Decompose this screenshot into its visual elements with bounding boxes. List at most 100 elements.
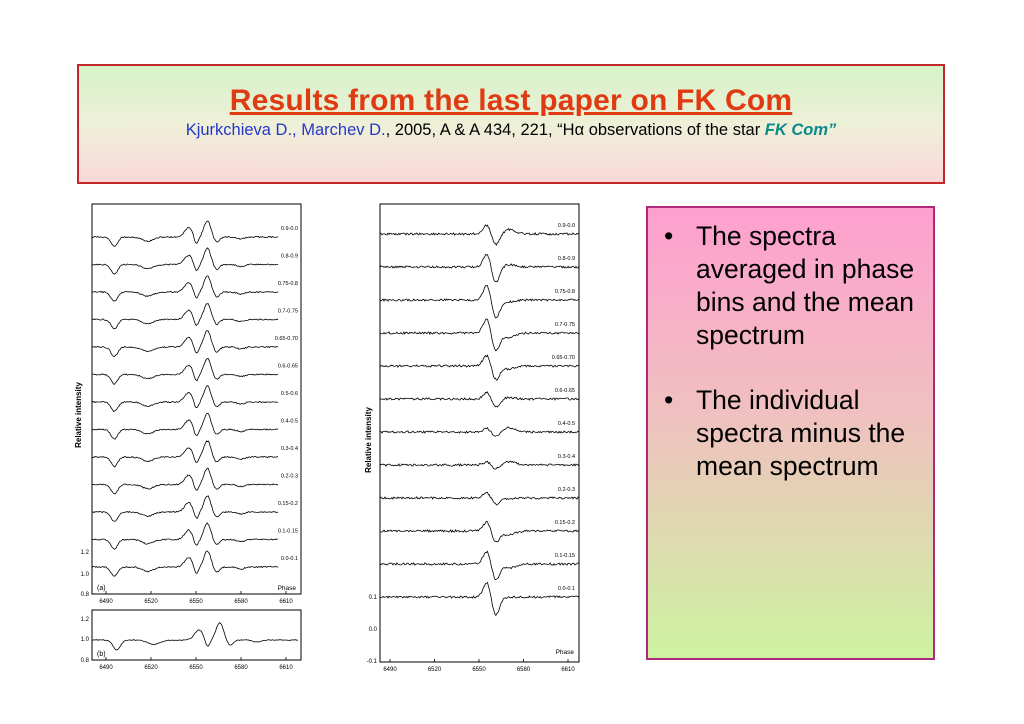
spectrum-line: [91, 413, 279, 440]
phase-label: 0.6-0.65: [555, 388, 575, 394]
x-tick-label: 6520: [428, 667, 442, 673]
left-xticks-a: 6490 6520 6550 6580 6610: [99, 591, 293, 605]
right-ylabel: Relative intensity: [364, 407, 373, 473]
phase-label: 0.5-0.6: [281, 391, 298, 397]
x-tick-label: 6580: [517, 667, 531, 673]
phase-label: 0.2-0.3: [558, 487, 575, 493]
right-yticks-2: 0.0: [369, 627, 378, 633]
residual-line: [379, 520, 580, 543]
spectrum-line: [92, 495, 279, 522]
spectrum-line: [92, 303, 279, 330]
phase-label: 0.65-0.70: [275, 336, 298, 342]
left-panel-a-frame: [91, 203, 302, 595]
left-yticks-a-1: 1.2: [81, 550, 90, 556]
x-tick-label: 6550: [189, 599, 203, 605]
residual-line: [379, 491, 580, 506]
x-tick-label: 6610: [279, 599, 293, 605]
phase-label: 0.4-0.5: [558, 421, 575, 427]
bullet-text: The spectra averaged in phase bins and t…: [696, 221, 915, 350]
bullet-dot: •: [664, 221, 674, 251]
slide-title: Results from the last paper on FK Com: [229, 84, 793, 117]
left-phase-labels: 0.9-0.0 0.8-0.9 0.75-0.8 0.7-0.75 0.65-0.70 0…: [275, 226, 298, 562]
left-yticks-b-1: 1.2: [81, 617, 90, 623]
left-xticks-b: 6490 6520 6550 6580 6610: [99, 657, 293, 671]
bullet-box: • The spectra averaged in phase bins and …: [646, 206, 935, 660]
phase-label: 0.6-0.65: [278, 364, 298, 370]
left-panel-b-label: (b): [97, 651, 106, 658]
phase-label: 0.4-0.5: [281, 419, 298, 425]
phase-label: 0.7-0.75: [278, 309, 298, 315]
citation-authors: Kjurkchieva D., Marchev D.: [185, 121, 386, 139]
phase-label: 0.0-0.1: [558, 586, 575, 592]
phase-label: 0.75-0.8: [278, 281, 298, 287]
x-tick-label: 6490: [383, 667, 397, 673]
spectrum-line: [91, 440, 278, 468]
citation-object: FK Com”: [764, 121, 837, 139]
x-tick-label: 6610: [561, 667, 575, 673]
residual-line: [379, 426, 579, 437]
residual-line: [379, 581, 580, 616]
right-yticks-3: -0.1: [367, 659, 378, 665]
phase-label: 0.0-0.1: [281, 556, 298, 562]
spectrum-line: [91, 384, 279, 413]
spectrum-line: [91, 358, 279, 385]
phase-label: 0.1-0.15: [278, 529, 298, 535]
right-xlabel: Phase: [556, 649, 575, 656]
spectrum-line: [91, 247, 279, 275]
spectrum-line: [91, 275, 279, 302]
x-tick-label: 6520: [144, 599, 158, 605]
phase-label: 0.3-0.4: [558, 454, 575, 460]
residual-line: [379, 318, 580, 352]
residual-line: [379, 460, 580, 470]
right-xticks: 6490 6520 6550 6580 6610: [383, 659, 575, 673]
spectrum-line: [91, 220, 279, 247]
residual-line: [379, 253, 580, 283]
left-xlabel: Phase: [278, 585, 297, 592]
residual-line: [379, 285, 580, 319]
left-panel-b-trace: [91, 622, 299, 651]
phase-label: 0.15-0.2: [278, 501, 298, 507]
citation-text: , 2005, A & A 434, 221, “Hα observations…: [385, 121, 765, 139]
bullet-item: • The individual spectra minus the mean s…: [660, 384, 923, 483]
title-box: Results from the last paper on FK Com Kj…: [77, 64, 945, 184]
spectrum-line: [91, 330, 279, 358]
left-yticks-b-3: 0.8: [81, 658, 90, 664]
x-tick-label: 6490: [99, 665, 113, 671]
left-panel-a-traces: [91, 220, 279, 577]
phase-label: 0.2-0.3: [281, 474, 298, 480]
spectrum-line: [91, 467, 279, 495]
phase-label: 0.9-0.0: [558, 223, 575, 229]
phase-label: 0.65-0.70: [552, 355, 575, 361]
bullet-item: • The spectra averaged in phase bins and …: [660, 220, 923, 352]
phase-label: 0.15-0.2: [555, 520, 575, 526]
left-panel-a-label: (a): [97, 585, 106, 592]
x-tick-label: 6550: [189, 665, 203, 671]
phase-label: 0.75-0.8: [555, 289, 575, 295]
x-tick-label: 6580: [234, 599, 248, 605]
spectrum-line: [91, 522, 279, 550]
right-phase-labels: 0.9-0.0 0.8-0.9 0.75-0.8 0.7-0.75 0.65-0.70 0…: [552, 223, 575, 592]
phase-label: 0.8-0.9: [558, 256, 575, 262]
figure-right: Relative intensity 0.9-0.0 0.8-0.9 0.75-0.…: [364, 203, 580, 673]
residual-line: [379, 354, 580, 381]
x-tick-label: 6550: [472, 667, 486, 673]
left-ylabel: Relative intensity: [74, 382, 83, 448]
x-tick-label: 6520: [144, 665, 158, 671]
bullet-text: The individual spectra minus the mean sp…: [696, 385, 906, 481]
x-tick-label: 6490: [99, 599, 113, 605]
phase-label: 0.7-0.75: [555, 322, 575, 328]
phase-label: 0.3-0.4: [281, 446, 298, 452]
x-tick-label: 6580: [234, 665, 248, 671]
spectrum-line: [91, 550, 279, 577]
residual-line: [379, 391, 580, 408]
residual-line: [379, 550, 580, 581]
phase-label: 0.9-0.0: [281, 226, 298, 232]
bullet-dot: •: [664, 385, 674, 415]
residual-line: [379, 224, 580, 247]
left-yticks-b-2: 1.0: [81, 637, 90, 643]
left-yticks-a-2: 1.0: [81, 572, 90, 578]
right-traces: [379, 224, 580, 616]
x-tick-label: 6610: [279, 665, 293, 671]
left-yticks-a-3: 0.8: [81, 592, 90, 598]
phase-label: 0.1-0.15: [555, 553, 575, 559]
